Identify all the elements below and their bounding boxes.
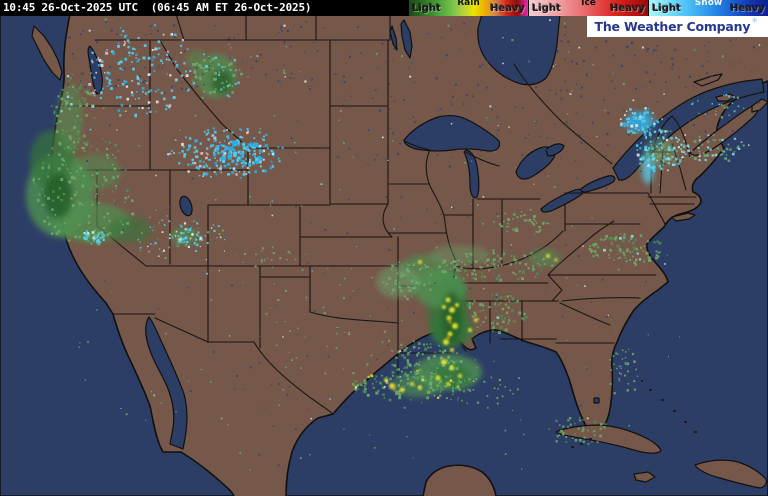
precip-legend: Light Rain Heavy Light Ice Heavy Light S… — [408, 0, 768, 16]
legend-snow-light-label: Light — [652, 3, 681, 14]
florida-keys — [571, 438, 592, 448]
hispaniola — [694, 459, 767, 489]
legend-ice-light-label: Light — [532, 3, 561, 14]
lake-okeechobee — [593, 397, 600, 404]
lake-winnipeg — [400, 19, 413, 59]
legend-ice: Light Ice Heavy — [528, 0, 648, 16]
lake-ontario — [580, 175, 616, 193]
prince-edward-island — [715, 93, 736, 102]
georgian-bay — [545, 143, 565, 157]
legend-ice-title: Ice — [581, 0, 596, 8]
weather-company-star-icon: ✳ — [751, 16, 758, 25]
lake-superior — [403, 115, 501, 152]
great-salt-lake — [179, 195, 193, 217]
radar-precipitation-layer — [26, 18, 762, 472]
legend-snow: Light Snow Heavy — [648, 0, 768, 16]
status-bar: 10:45 26-Oct-2025 UTC (06:45 AM ET 26-Oc… — [0, 0, 768, 16]
legend-rain-title: Rain — [457, 0, 480, 8]
legend-rain-light-label: Light — [412, 3, 441, 14]
weather-company-logo: The Weather Company ✳ — [586, 16, 768, 37]
legend-rain-heavy-label: Heavy — [490, 3, 525, 14]
legend-snow-title: Snow — [694, 0, 723, 8]
islands — [31, 25, 768, 489]
timestamp: 10:45 26-Oct-2025 UTC (06:45 AM ET 26-Oc… — [3, 1, 312, 14]
hudson-bay — [477, 13, 561, 86]
legend-ice-heavy-label: Heavy — [610, 3, 645, 14]
vancouver-island — [31, 25, 63, 81]
legend-snow-heavy-label: Heavy — [730, 3, 765, 14]
weather-company-wordmark: The Weather Company — [594, 19, 751, 34]
anticosti-island — [693, 73, 723, 87]
lake-erie — [540, 188, 584, 213]
gulf-of-california — [145, 316, 188, 450]
cape-breton — [751, 98, 768, 113]
great-lakes — [403, 115, 616, 213]
legend-rain: Light Rain Heavy — [408, 0, 528, 16]
bahamas — [641, 380, 697, 433]
jamaica — [633, 471, 656, 483]
pacific-ocean — [0, 13, 235, 496]
long-island — [671, 212, 696, 222]
